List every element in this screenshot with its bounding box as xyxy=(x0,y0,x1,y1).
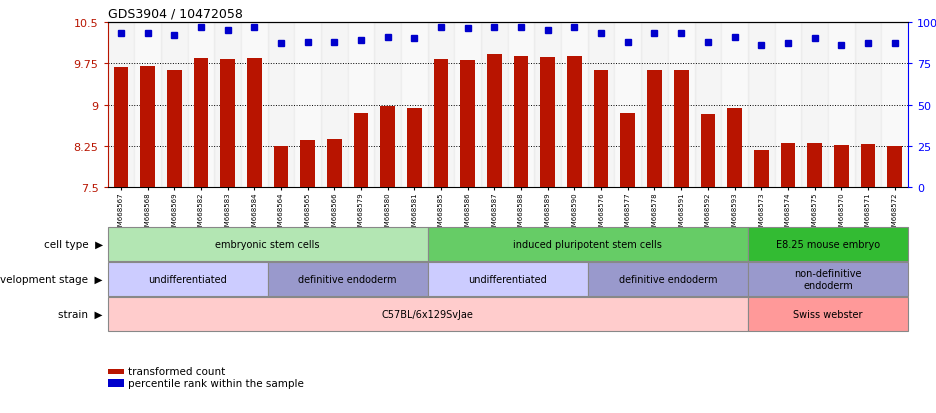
Bar xyxy=(295,23,321,188)
Text: Swiss webster: Swiss webster xyxy=(793,309,863,320)
Bar xyxy=(428,23,455,188)
Bar xyxy=(748,297,908,332)
Bar xyxy=(108,23,135,188)
Bar xyxy=(273,147,288,188)
Text: percentile rank within the sample: percentile rank within the sample xyxy=(127,378,303,388)
Bar xyxy=(161,23,188,188)
Bar xyxy=(860,145,875,188)
Bar xyxy=(695,23,722,188)
Bar xyxy=(428,262,588,297)
Bar xyxy=(167,71,182,188)
Text: definitive endoderm: definitive endoderm xyxy=(619,274,717,285)
Bar xyxy=(801,23,828,188)
Bar xyxy=(220,60,235,188)
Bar xyxy=(621,114,636,188)
Bar xyxy=(108,262,268,297)
Text: undifferentiated: undifferentiated xyxy=(468,274,548,285)
Bar xyxy=(753,151,768,188)
Bar xyxy=(588,262,748,297)
Bar xyxy=(674,71,689,188)
Text: induced pluripotent stem cells: induced pluripotent stem cells xyxy=(513,239,663,249)
Bar xyxy=(775,23,801,188)
Bar xyxy=(354,114,369,188)
Bar xyxy=(402,23,428,188)
Bar xyxy=(214,23,241,188)
Bar xyxy=(380,107,395,188)
Bar xyxy=(647,71,662,188)
Text: strain  ▶: strain ▶ xyxy=(58,309,103,320)
Bar xyxy=(567,57,582,188)
Bar xyxy=(748,23,775,188)
Bar xyxy=(593,71,608,188)
Bar xyxy=(140,67,155,188)
Bar xyxy=(727,109,742,188)
Bar xyxy=(268,262,428,297)
Text: C57BL/6x129SvJae: C57BL/6x129SvJae xyxy=(382,309,474,320)
Text: non-definitive
endoderm: non-definitive endoderm xyxy=(794,268,862,290)
Bar xyxy=(241,23,268,188)
Bar xyxy=(641,23,668,188)
Bar xyxy=(407,109,422,188)
Bar xyxy=(113,68,128,188)
Bar xyxy=(461,61,475,188)
Bar xyxy=(300,141,315,188)
Bar xyxy=(855,23,882,188)
Bar xyxy=(540,57,555,188)
Text: GDS3904 / 10472058: GDS3904 / 10472058 xyxy=(108,7,242,20)
Bar xyxy=(807,144,822,188)
Bar xyxy=(481,23,508,188)
Bar xyxy=(327,140,342,188)
Bar xyxy=(247,59,262,188)
Bar xyxy=(534,23,562,188)
Bar xyxy=(700,115,715,188)
Bar xyxy=(428,227,748,261)
Bar xyxy=(188,23,214,188)
Bar xyxy=(108,227,428,261)
Bar xyxy=(508,23,534,188)
Bar xyxy=(828,23,855,188)
Text: cell type  ▶: cell type ▶ xyxy=(44,239,103,249)
Bar xyxy=(487,55,502,188)
Bar xyxy=(108,297,748,332)
Bar xyxy=(268,23,295,188)
Bar xyxy=(781,143,796,188)
Bar xyxy=(882,23,908,188)
Bar xyxy=(615,23,641,188)
Text: undifferentiated: undifferentiated xyxy=(148,274,227,285)
Bar xyxy=(668,23,695,188)
Bar xyxy=(748,227,908,261)
Bar xyxy=(433,60,448,188)
Bar xyxy=(374,23,402,188)
Text: E8.25 mouse embryo: E8.25 mouse embryo xyxy=(776,239,880,249)
Bar xyxy=(588,23,615,188)
Bar xyxy=(321,23,348,188)
Text: development stage  ▶: development stage ▶ xyxy=(0,274,103,285)
Bar xyxy=(348,23,374,188)
Bar xyxy=(748,262,908,297)
Bar xyxy=(194,59,209,188)
Bar xyxy=(722,23,748,188)
Text: embryonic stem cells: embryonic stem cells xyxy=(215,239,320,249)
Bar xyxy=(108,379,124,387)
Bar xyxy=(108,367,124,375)
Bar xyxy=(562,23,588,188)
Bar xyxy=(455,23,481,188)
Bar xyxy=(834,145,849,188)
Bar xyxy=(887,147,902,188)
Bar xyxy=(514,57,529,188)
Bar xyxy=(135,23,161,188)
Text: transformed count: transformed count xyxy=(127,366,225,375)
Text: definitive endoderm: definitive endoderm xyxy=(299,274,397,285)
